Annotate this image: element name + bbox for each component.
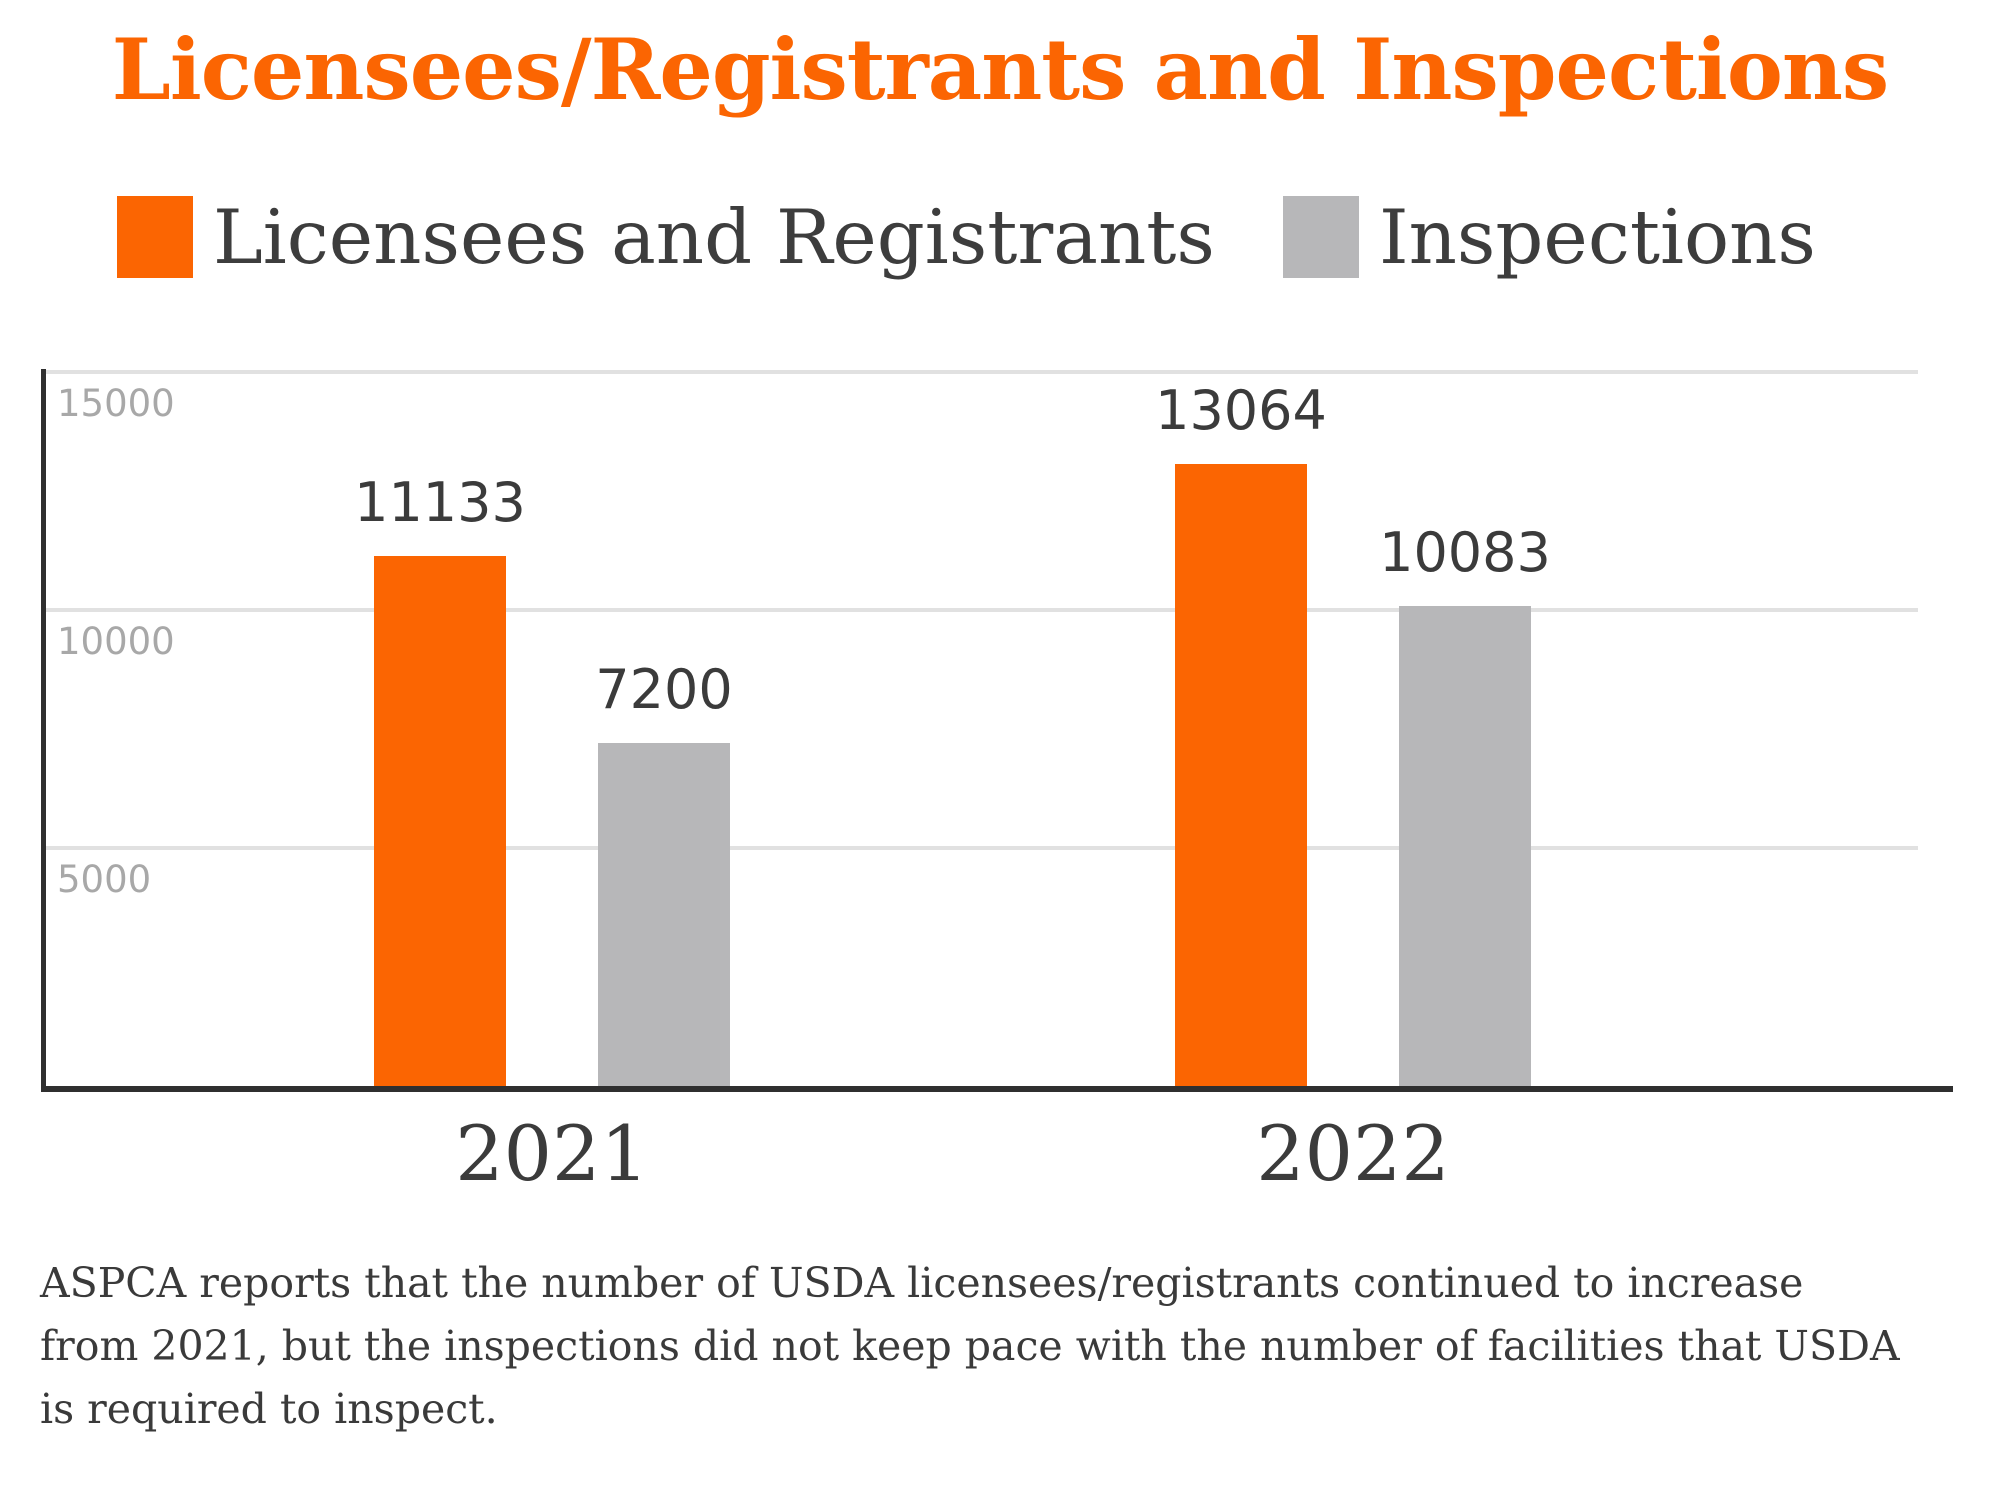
y-tick-label-5000: 5000 — [57, 858, 152, 901]
y-axis-line — [41, 369, 46, 1092]
gridline-10000 — [46, 608, 1918, 612]
y-tick-label-15000: 15000 — [57, 382, 175, 425]
caption-line-2: from 2021, but the inspections did not k… — [40, 1322, 1900, 1370]
caption-text: ASPCA reports that the number of USDA li… — [40, 1252, 1900, 1441]
legend-label-licensees: Licensees and Registrants — [213, 193, 1215, 281]
bar-value-label-inspections-2022: 10083 — [1379, 521, 1551, 584]
y-tick-label-10000: 10000 — [57, 620, 175, 663]
page-title: Licensees/Registrants and Inspections — [111, 20, 1889, 119]
gridline-5000 — [46, 846, 1918, 850]
bar-value-label-licensees-2022: 13064 — [1155, 379, 1327, 442]
legend-label-inspections: Inspections — [1379, 193, 1816, 281]
caption-line-1: ASPCA reports that the number of USDA li… — [40, 1259, 1804, 1307]
bar-value-label-inspections-2021: 7200 — [595, 658, 733, 721]
x-axis-label-2022: 2022 — [1256, 1109, 1450, 1198]
bar-value-label-licensees-2021: 11133 — [354, 471, 526, 534]
bar-inspections-2021[interactable] — [598, 743, 730, 1086]
legend-swatch-inspections — [1283, 196, 1359, 278]
bar-inspections-2022[interactable] — [1399, 606, 1531, 1086]
bar-licensees-2022[interactable] — [1175, 464, 1307, 1086]
bar-licensees-2021[interactable] — [374, 556, 506, 1086]
legend-item-inspections: Inspections — [1283, 196, 1816, 278]
x-axis-line — [41, 1086, 1953, 1092]
legend: Licensees and Registrants Inspections — [0, 196, 2000, 278]
gridline-15000 — [46, 370, 1918, 374]
x-axis-label-2021: 2021 — [455, 1109, 649, 1198]
legend-swatch-licensees — [117, 196, 193, 278]
legend-item-licensees: Licensees and Registrants — [117, 196, 1215, 278]
caption-line-3: is required to inspect. — [40, 1385, 498, 1433]
